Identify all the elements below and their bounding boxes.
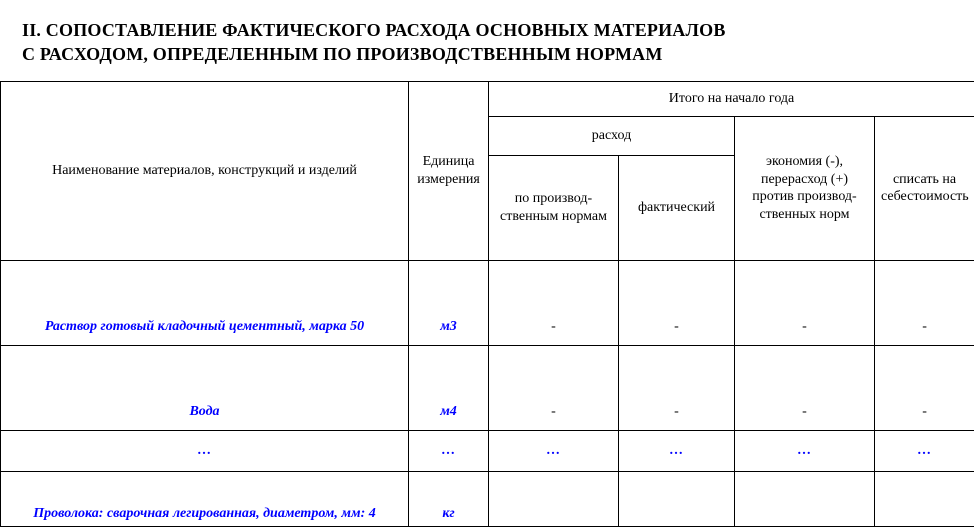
col-header-by-norms: по производ­ственным нормам (489, 155, 619, 260)
material-name: Проволока: сварочная легированная, диаме… (33, 506, 375, 521)
cell-value: - (922, 319, 927, 334)
cell-value: - (551, 319, 556, 334)
cell-value: - (802, 404, 807, 419)
col-header-name: Наименование материалов, конструкций и и… (1, 81, 409, 260)
cell-value: - (674, 404, 679, 419)
title-line-1: II. СОПОСТАВЛЕНИЕ ФАКТИЧЕСКОГО РАСХОДА О… (22, 18, 952, 42)
cell-value: … (918, 443, 932, 458)
cell-value: - (802, 319, 807, 334)
materials-comparison-table: Наименование материалов, конструкций и и… (0, 81, 974, 527)
cell-value: … (670, 443, 684, 458)
table-row: Вода м4 - - - - (1, 345, 974, 430)
cell-value: … (547, 443, 561, 458)
table-row: Проволока: сварочная легированная, диаме… (1, 471, 974, 526)
material-unit: м3 (440, 319, 457, 334)
section-title: II. СОПОСТАВЛЕНИЕ ФАКТИЧЕСКОГО РАСХОДА О… (0, 0, 974, 81)
col-header-rashod: расход (489, 116, 735, 155)
material-unit: кг (442, 506, 454, 521)
table-row: Раствор готовый кладочный цементный, мар… (1, 260, 974, 345)
table-row: … … … … … … (1, 430, 974, 471)
col-header-actual: фактический (619, 155, 735, 260)
col-header-unit: Единица измере­ния (409, 81, 489, 260)
material-unit: … (442, 443, 456, 458)
col-header-writeoff: списать на себестоимость (875, 116, 974, 260)
title-line-2: С РАСХОДОМ, ОПРЕДЕЛЕННЫМ ПО ПРОИЗВОДСТВЕ… (22, 42, 952, 66)
col-header-economy: экономия (-), перерасход (+) против прои… (735, 116, 875, 260)
cell-value: - (922, 404, 927, 419)
col-header-total: Итого на начало года (489, 81, 974, 116)
material-name: … (198, 443, 212, 458)
material-name: Раствор готовый кладочный цементный, мар… (45, 319, 364, 334)
cell-value: … (798, 443, 812, 458)
material-unit: м4 (440, 404, 457, 419)
cell-value: - (551, 404, 556, 419)
material-name: Вода (189, 404, 219, 419)
cell-value: - (674, 319, 679, 334)
